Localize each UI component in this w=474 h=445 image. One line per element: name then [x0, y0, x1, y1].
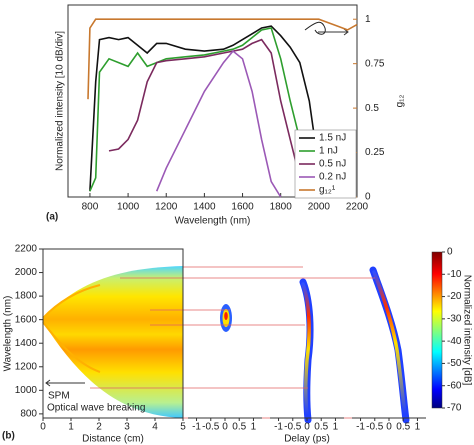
- y-tick-label: 2000: [15, 267, 38, 278]
- x-tick-label: 1400: [193, 202, 216, 213]
- y-tick-label: 1200: [15, 361, 38, 372]
- colorbar-tick-label: -40: [447, 336, 462, 347]
- x-tick-label: 3: [124, 422, 130, 433]
- y2-tick-label: 0: [365, 192, 371, 203]
- y-axis-label: Wavelength (nm): [3, 296, 14, 372]
- colorbar-tick-label: -30: [447, 313, 462, 324]
- y-tick-label: 800: [20, 409, 37, 420]
- annotation-arrow: [45, 21, 349, 387]
- x-tick-label: -0.5: [366, 422, 384, 433]
- legend-label: g₁₂¹: [319, 185, 336, 196]
- x-tick-label: 2: [96, 422, 102, 433]
- x-tick-label: -1: [356, 422, 365, 433]
- colorbar-tick-label: -10: [447, 269, 462, 280]
- y-tick-label: 1000: [15, 385, 38, 396]
- y2-tick-label: 1: [365, 14, 371, 25]
- legend-label: 1 nJ: [319, 146, 338, 157]
- y-tick-label: 2200: [15, 244, 38, 255]
- colorbar-tick-label: -20: [447, 291, 462, 302]
- y-tick-label: 1400: [15, 338, 38, 349]
- series-line: [89, 27, 320, 198]
- colorbar-tick-label: 0: [447, 247, 453, 258]
- x-tick-label: -1: [274, 422, 283, 433]
- x-tick-label: 0.5: [232, 422, 246, 433]
- series-line: [155, 49, 282, 198]
- x-tick-label: 1: [415, 422, 421, 433]
- legend-label: 0.2 nJ: [319, 172, 346, 183]
- series-line: [87, 18, 358, 100]
- panel-label: (a): [46, 212, 58, 223]
- x-axis-label: Delay (ps): [284, 434, 330, 445]
- y-tick-label: 1600: [15, 314, 38, 325]
- annotation: SPM: [48, 391, 70, 402]
- colorbar-label: Normalized intensity [dB]: [461, 275, 472, 386]
- annotation: Optical wave breaking: [47, 403, 145, 414]
- spectrogram-image: [42, 266, 410, 424]
- x-tick-label: 1600: [231, 202, 254, 213]
- y2-axis-label: g₁₂: [395, 94, 406, 107]
- series-line: [89, 25, 320, 192]
- x-tick-label: 1: [333, 422, 339, 433]
- x-tick-label: 2000: [308, 202, 331, 213]
- x-tick-label: 0: [40, 422, 46, 433]
- colorbar-tick-label: -70: [447, 403, 462, 414]
- x-tick-label: 0: [222, 422, 228, 433]
- y2-tick-label: 0.25: [365, 147, 385, 158]
- legend-label: 0.5 nJ: [319, 159, 346, 170]
- legend-label: 1.5 nJ: [319, 133, 346, 144]
- x-tick-label: 5: [180, 422, 186, 433]
- x-tick-label: 1: [251, 422, 257, 433]
- panel-label: (b): [2, 431, 15, 442]
- colorbar-tick-label: -60: [447, 380, 462, 391]
- x-tick-label: -0.5: [284, 422, 302, 433]
- y-axis-label: Normalized intensity [10 dB/div]: [55, 31, 66, 171]
- x-tick-label: -1: [192, 422, 201, 433]
- x-tick-label: 1: [68, 422, 74, 433]
- x-tick-label: -0.5: [202, 422, 220, 433]
- x-tick-label: 1000: [117, 202, 140, 213]
- guide-lines: [90, 266, 406, 419]
- x-tick-label: 1200: [155, 202, 178, 213]
- x-tick-label: 2200: [346, 202, 369, 213]
- y2-tick-label: 0.5: [365, 103, 379, 114]
- colorbar-tick-label: -50: [447, 358, 462, 369]
- y2-tick-label: 0.75: [365, 58, 385, 69]
- x-axis-label: Wavelength (nm): [175, 216, 251, 227]
- y-tick-label: 1800: [15, 291, 38, 302]
- plot-frame: [42, 248, 184, 419]
- series-line: [108, 38, 311, 198]
- x-tick-label: 4: [152, 422, 158, 433]
- x-tick-label: 0: [304, 422, 310, 433]
- plot-frame: [67, 4, 358, 198]
- colorbar: [431, 251, 443, 409]
- x-tick-label: 0: [386, 422, 392, 433]
- x-tick-label: 0.5: [396, 422, 410, 433]
- x-axis-label: Distance (cm): [82, 434, 144, 445]
- x-tick-label: 800: [82, 202, 99, 213]
- x-tick-label: 0.5: [314, 422, 328, 433]
- x-tick-label: 1800: [270, 202, 293, 213]
